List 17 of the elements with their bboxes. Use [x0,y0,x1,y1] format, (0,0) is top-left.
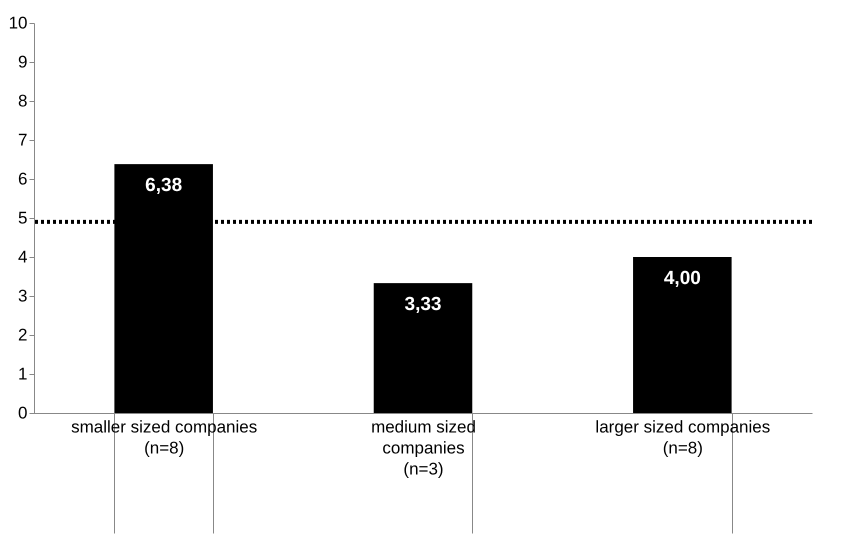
y-tick-label: 6 [18,170,28,188]
data-label: 6,38 [145,175,182,196]
y-tick-label: 7 [18,130,28,150]
y-tick-label: 9 [18,52,28,72]
x-tick-label: medium sized companies (n=3) [371,418,476,478]
y-tick-label: 3 [18,286,28,306]
y-tick-label: 8 [18,92,28,110]
y-tick-label: 4 [18,248,28,266]
y-tick-label: 5 [18,208,28,228]
y-tick-label: 1 [18,364,28,384]
y-tick-label: 10 [8,14,28,32]
y-tick-label: 2 [18,326,28,344]
data-label: 3,33 [404,294,442,316]
y-tick-label: 0 [18,404,28,422]
x-tick-label: larger sized companies (n=8) [595,418,770,458]
x-tick-label: smaller sized companies (n=8) [71,418,258,458]
data-label: 4,00 [664,268,701,289]
